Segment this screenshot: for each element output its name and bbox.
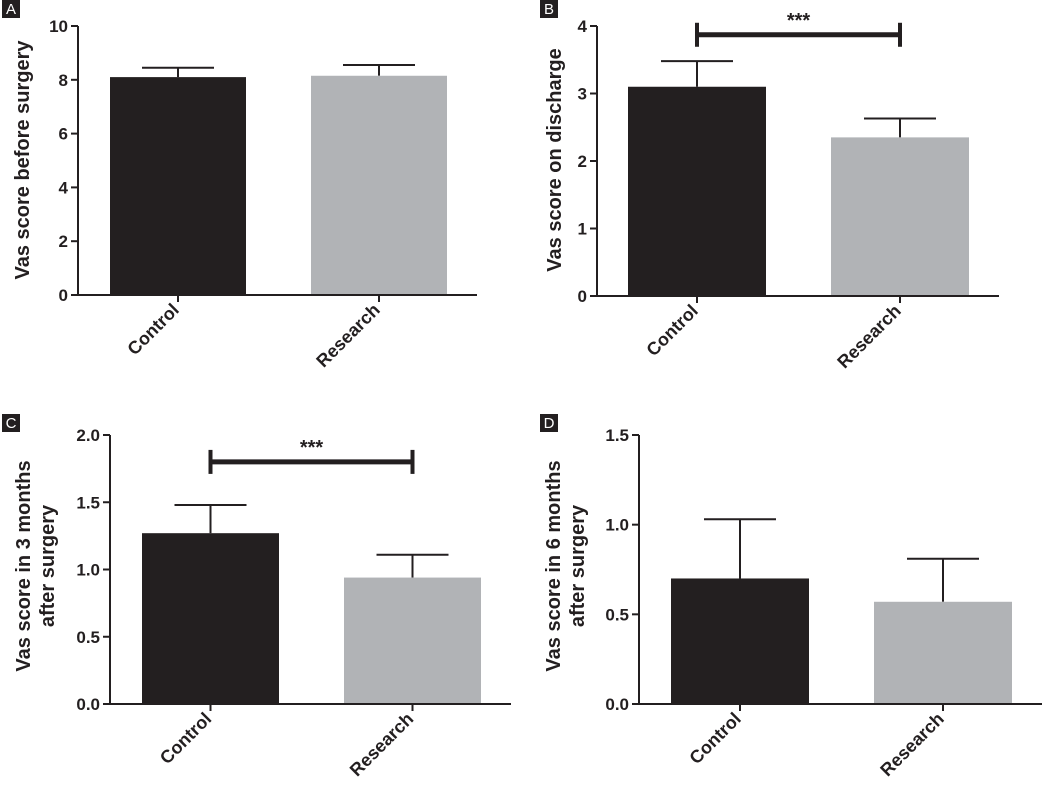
panel-b: B Vas score on discharge 0 1 2 3 4 Control Re… [540, 0, 999, 372]
panel-d-category-labels: Control Research [685, 709, 947, 780]
panel-d-y-tick-label: 1.5 [605, 426, 629, 445]
panel-d-category-label: Research [876, 709, 947, 780]
panel-b-y-tick-label: 3 [578, 85, 587, 104]
panel-b-category-labels: Control Research [642, 301, 904, 372]
panel-a-category-label: Research [312, 300, 383, 371]
panel-c-bars [142, 503, 481, 711]
panel-b-y-tick-label: 4 [578, 17, 588, 36]
panel-d-category-label: Control [685, 709, 744, 768]
panel-d-y-ticks: 0.0 0.5 1.0 1.5 [605, 426, 639, 714]
panel-a-y-tick-label: 8 [59, 71, 68, 90]
panel-c-significance-label: *** [300, 437, 324, 459]
panel-a-bars [110, 64, 447, 302]
panel-b-badge [540, 0, 558, 18]
panel-d-bars [671, 518, 1012, 711]
panel-a-label: A [6, 1, 16, 18]
panel-c-category-label: Research [346, 709, 417, 780]
panel-a-y-tick-label: 6 [59, 125, 68, 144]
panel-a-y-axis-title: Vas score before surgery [12, 40, 34, 280]
panel-c-y-axis-title-line-1: Vas score in 3 months [13, 460, 35, 671]
panel-a-bar-research [311, 75, 447, 295]
panel-a-bar-control [110, 77, 246, 295]
panel-c-y-axis-title-line-2: after surgery [37, 504, 59, 627]
panel-c-y-tick-label: 1.0 [76, 561, 100, 580]
panel-c-category-label: Control [156, 709, 215, 768]
panel-d-y-axis-title-line-2: after surgery [567, 504, 589, 627]
panel-b-bars [628, 60, 969, 303]
panel-b-label: B [544, 1, 554, 18]
panel-b-y-tick-label: 0 [578, 287, 587, 306]
panel-c-y-tick-label: 1.5 [76, 493, 100, 512]
panel-d-y-axis-title-line-1: Vas score in 6 months [543, 460, 565, 671]
panel-d: D Vas score in 6 months after surgery 0.… [540, 414, 1042, 780]
panel-a-y-tick-label: 4 [59, 178, 69, 197]
panel-c-bar-control [142, 533, 279, 704]
panel-c-y-tick-label: 2.0 [76, 426, 100, 445]
panel-c-badge [2, 414, 20, 432]
panel-c-significance: *** [208, 437, 415, 474]
panel-b-y-axis-title: Vas score on discharge [544, 48, 566, 271]
panel-d-y-tick-label: 0.0 [605, 695, 629, 714]
panel-c-y-tick-label: 0.5 [76, 628, 100, 647]
panel-a-category-label: Control [123, 300, 182, 359]
panel-d-badge [540, 414, 558, 432]
panel-b-y-tick-label: 1 [578, 220, 587, 239]
panel-b-significance: *** [695, 10, 902, 47]
panel-b-category-label: Control [642, 301, 701, 360]
panel-a-category-labels: Control Research [123, 300, 383, 371]
panel-a: A Vas score before surgery 0 2 4 6 8 10 Contr… [2, 0, 477, 371]
panel-b-category-label: Research [833, 301, 904, 372]
panel-d-y-tick-label: 1.0 [605, 516, 629, 535]
panel-c-y-tick-label: 0.0 [76, 695, 100, 714]
panel-d-bar-research [874, 601, 1012, 704]
panel-d-y-tick-label: 0.5 [605, 605, 629, 624]
panel-b-y-ticks: 0 1 2 3 4 [578, 17, 597, 306]
panel-c-category-labels: Control Research [156, 709, 417, 780]
panel-c-bar-research [344, 577, 481, 704]
panel-a-y-tick-label: 2 [59, 232, 68, 251]
panel-b-bar-research [831, 137, 969, 296]
panel-d-bar-control [671, 578, 809, 704]
panel-c-label: C [6, 415, 17, 432]
panel-a-badge [2, 0, 20, 18]
panel-a-y-ticks: 0 2 4 6 8 10 [49, 17, 78, 305]
panel-c-y-ticks: 0.0 0.5 1.0 1.5 2.0 [76, 426, 110, 714]
panel-d-label: D [544, 415, 555, 432]
panel-a-y-tick-label: 10 [49, 17, 68, 36]
panel-b-y-tick-label: 2 [578, 152, 587, 171]
panel-b-bar-control [628, 86, 766, 296]
panel-c: C Vas score in 3 months after surgery 0.… [2, 414, 511, 780]
panel-b-significance-label: *** [787, 10, 811, 32]
panel-a-y-tick-label: 0 [59, 286, 68, 305]
